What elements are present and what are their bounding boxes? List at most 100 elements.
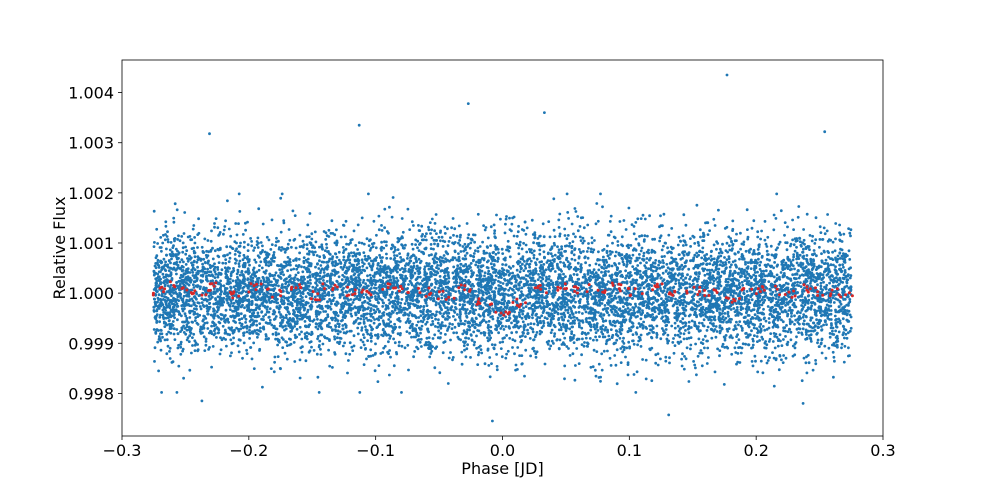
data-point [848, 313, 852, 317]
data-point [761, 371, 765, 375]
data-point [294, 306, 298, 310]
data-point [506, 239, 510, 243]
data-point [828, 335, 832, 339]
data-point [565, 237, 569, 241]
data-point [793, 281, 797, 285]
data-point [417, 338, 421, 341]
data-point [550, 328, 554, 332]
data-point [226, 199, 229, 203]
data-point [621, 275, 624, 278]
data-point [473, 340, 476, 344]
data-point [156, 340, 160, 344]
data-point [182, 376, 186, 380]
data-point [492, 223, 496, 227]
data-point [612, 313, 616, 316]
data-point [451, 323, 454, 326]
data-point [680, 364, 684, 368]
data-point [611, 241, 614, 245]
data-point [164, 260, 168, 264]
data-point [228, 251, 232, 255]
data-point [674, 282, 677, 285]
data-point [805, 254, 809, 257]
data-point [340, 288, 344, 292]
data-point [274, 271, 278, 275]
data-point [179, 345, 183, 349]
data-point [472, 255, 476, 259]
data-point [311, 250, 315, 254]
data-point [191, 274, 195, 277]
data-point [369, 309, 372, 313]
data-point [401, 230, 405, 234]
data-point [295, 327, 299, 331]
data-point [520, 354, 524, 357]
data-point [508, 216, 511, 220]
data-point [699, 303, 703, 306]
data-point [609, 214, 613, 218]
data-point [196, 323, 200, 326]
data-point [538, 235, 541, 238]
data-point [524, 305, 528, 308]
data-point [346, 255, 350, 259]
data-point [700, 321, 704, 325]
data-point [213, 222, 216, 225]
data-point [462, 272, 465, 275]
data-point [621, 244, 625, 248]
data-point [362, 363, 366, 366]
data-point [621, 257, 624, 261]
data-point [623, 286, 627, 290]
data-point [551, 267, 555, 270]
data-point [715, 247, 718, 251]
data-point [377, 228, 381, 232]
data-point [469, 241, 473, 245]
data-point [282, 221, 286, 225]
data-point [330, 302, 333, 306]
data-point [574, 364, 577, 367]
data-point [592, 323, 596, 327]
data-point [365, 316, 368, 320]
data-point [242, 331, 245, 335]
data-point [237, 291, 241, 295]
data-point [831, 296, 835, 300]
data-point [316, 317, 319, 321]
data-point [615, 338, 619, 342]
data-point [318, 259, 321, 263]
data-point [459, 262, 463, 266]
data-point [664, 328, 668, 331]
data-point [520, 286, 524, 290]
data-point [654, 361, 658, 365]
data-point [484, 320, 488, 324]
data-point [793, 267, 796, 271]
data-point [376, 301, 380, 304]
data-point [299, 291, 303, 295]
data-point [443, 225, 447, 229]
data-point [305, 243, 309, 247]
data-point [738, 361, 742, 364]
data-point [717, 208, 720, 212]
data-point [689, 259, 692, 263]
data-point [375, 233, 378, 237]
data-point [769, 332, 773, 335]
data-point [779, 271, 783, 274]
data-point [309, 282, 312, 285]
data-point [171, 360, 175, 364]
data-point [191, 263, 195, 267]
data-point [172, 327, 176, 331]
data-point [721, 315, 725, 318]
data-point [415, 323, 419, 327]
data-point [219, 348, 223, 352]
data-point [667, 311, 671, 315]
data-point [683, 355, 686, 358]
data-point [208, 301, 212, 305]
data-point [184, 245, 188, 249]
data-point [579, 239, 583, 243]
data-point [211, 345, 215, 348]
data-point [216, 268, 220, 271]
data-point [771, 325, 775, 329]
data-point [603, 304, 607, 307]
data-point [384, 296, 387, 299]
data-point [827, 255, 830, 259]
data-point [823, 250, 826, 254]
data-point [686, 253, 689, 257]
data-point [265, 308, 269, 311]
data-point [270, 243, 274, 247]
